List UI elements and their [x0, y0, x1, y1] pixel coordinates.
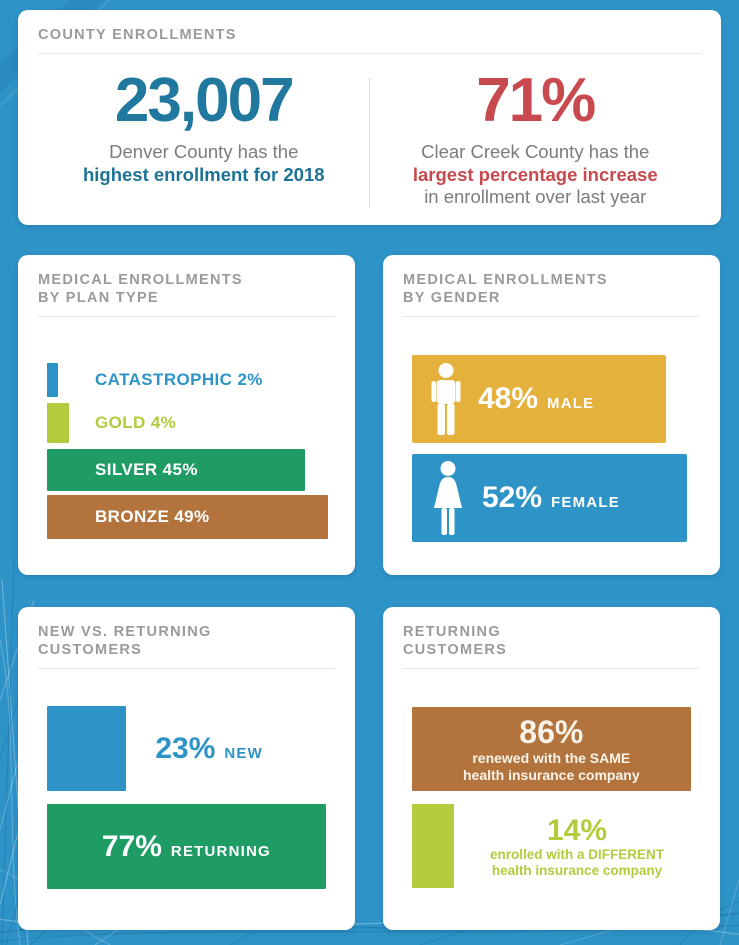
different-caption-line2: health insurance company	[491, 862, 663, 878]
clear-creek-caption-line1: Clear Creek County has the	[421, 141, 650, 163]
male-person-icon	[428, 363, 464, 436]
county-card-title: COUNTY ENROLLMENTS	[38, 27, 237, 43]
female-percent: 52%	[482, 481, 543, 515]
different-percent: 14%	[546, 813, 608, 847]
returning-bar-chart: 86% renewed with the SAME health insuran…	[412, 707, 700, 889]
gender-bar-chart: 48% MALE 52% FEMALE	[412, 355, 700, 543]
bronze-label: BRONZE 49%	[95, 507, 210, 527]
gold-label: GOLD 4%	[95, 413, 177, 433]
gold-bar	[47, 403, 69, 444]
plan-bar-chart: CATASTROPHIC 2% GOLD 4% SILVER 45% BRONZ…	[47, 363, 335, 540]
denver-enrollment-value: 23,007	[114, 66, 295, 136]
returning-card-title: RETURNING CUSTOMERS	[403, 623, 700, 659]
county-stats: 23,007 Denver County has the highest enr…	[38, 70, 701, 209]
clear-creek-caption-line3: in enrollment over last year	[424, 186, 647, 208]
new-customers-row: 23% NEW	[47, 706, 335, 792]
same-caption-line2: health insurance company	[463, 766, 640, 783]
different-company-bar	[412, 804, 454, 889]
county-enrollments-card: COUNTY ENROLLMENTS 23,007 Denver County …	[18, 10, 721, 225]
new-stat-text: 23% NEW	[155, 732, 263, 766]
different-stat-text: 14% enrolled with a DIFFERENT health ins…	[454, 804, 700, 888]
divider	[38, 316, 335, 318]
silver-label: SILVER 45%	[95, 460, 198, 480]
female-stat-text: 52% FEMALE	[482, 481, 620, 515]
new-returning-bar-chart: 23% NEW 77% RETURNING	[47, 706, 335, 890]
returning-stat-text: 77% RETURNING	[102, 830, 271, 864]
plan-title-line2: BY PLAN TYPE	[38, 290, 159, 307]
catastrophic-bar	[47, 363, 58, 398]
new-returning-card-title: NEW VS. RETURNING CUSTOMERS	[38, 623, 335, 659]
returning-label: RETURNING	[170, 842, 271, 860]
returning-customers-card: RETURNING CUSTOMERS 86% renewed with the…	[383, 607, 720, 930]
silver-bar	[47, 449, 305, 492]
returning-customers-bar: 77% RETURNING	[47, 804, 326, 890]
different-caption-line1: enrolled with a DIFFERENT	[489, 846, 664, 862]
male-label: MALE	[547, 395, 595, 413]
divider	[403, 316, 700, 318]
plan-row-bronze: BRONZE 49%	[47, 495, 335, 540]
different-company-row: 14% enrolled with a DIFFERENT health ins…	[412, 804, 700, 889]
plan-title-line1: MEDICAL ENROLLMENTS	[38, 272, 243, 288]
plan-row-silver: SILVER 45%	[47, 449, 335, 492]
male-stat-text: 48% MALE	[478, 382, 594, 416]
clear-creek-caption-line2: largest percentage increase	[412, 163, 658, 185]
clear-creek-stat: 71% Clear Creek County has the largest p…	[370, 70, 702, 209]
gender-title-line1: MEDICAL ENROLLMENTS	[403, 272, 608, 288]
female-bar: 52% FEMALE	[412, 454, 688, 543]
new-vs-returning-card: NEW VS. RETURNING CUSTOMERS 23% NEW 77% …	[18, 607, 355, 930]
catastrophic-label: CATASTROPHIC 2%	[95, 370, 263, 390]
divider	[403, 668, 700, 670]
returning-percent: 77%	[101, 829, 162, 863]
gender-card-title: MEDICAL ENROLLMENTS BY GENDER	[403, 271, 700, 307]
plan-row-gold: GOLD 4%	[47, 403, 335, 444]
divider	[38, 53, 701, 55]
ret-title-line1: RETURNING	[403, 624, 501, 640]
same-company-bar: 86% renewed with the SAME health insuran…	[412, 707, 691, 792]
new-customers-bar	[47, 706, 127, 792]
same-percent: 86%	[519, 713, 584, 750]
ret-title-line2: CUSTOMERS	[403, 642, 508, 659]
new-label: NEW	[224, 744, 263, 762]
new-percent: 23%	[155, 731, 216, 765]
male-bar: 48% MALE	[412, 355, 666, 444]
female-person-icon	[428, 461, 468, 536]
male-percent: 48%	[478, 382, 539, 416]
plan-type-card: MEDICAL ENROLLMENTS BY PLAN TYPE CATASTR…	[18, 255, 355, 575]
divider	[38, 668, 335, 670]
gender-card: MEDICAL ENROLLMENTS BY GENDER 48%	[383, 255, 720, 575]
plan-row-catastrophic: CATASTROPHIC 2%	[47, 363, 335, 398]
female-label: FEMALE	[551, 494, 620, 512]
denver-stat: 23,007 Denver County has the highest enr…	[38, 70, 370, 209]
clear-creek-increase-value: 71%	[476, 66, 596, 136]
denver-caption-line2: highest enrollment for 2018	[82, 163, 325, 185]
denver-caption-line1: Denver County has the	[109, 141, 299, 163]
gender-title-line2: BY GENDER	[403, 290, 501, 307]
bronze-bar	[47, 495, 328, 540]
same-caption-line1: renewed with the SAME	[472, 750, 631, 767]
newret-title-line1: NEW VS. RETURNING	[38, 624, 212, 640]
newret-title-line2: CUSTOMERS	[38, 642, 143, 659]
vertical-divider	[369, 78, 370, 208]
plan-card-title: MEDICAL ENROLLMENTS BY PLAN TYPE	[38, 271, 335, 307]
